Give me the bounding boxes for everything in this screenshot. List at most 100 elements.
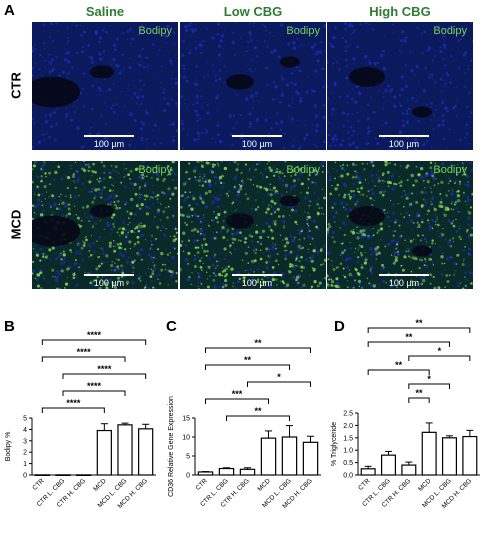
nucleus-dot: [446, 74, 449, 77]
lipid-droplet-dot: [173, 235, 176, 238]
lipid-droplet-dot: [153, 265, 155, 267]
lipid-droplet-dot: [259, 235, 263, 240]
nucleus-dot: [274, 85, 278, 89]
lipid-droplet-dot: [186, 170, 189, 173]
nucleus-dot: [458, 211, 461, 214]
lipid-droplet-dot: [285, 249, 288, 252]
lipid-droplet-dot: [269, 228, 273, 232]
nucleus-dot: [420, 32, 423, 35]
lipid-droplet-dot: [410, 270, 413, 273]
nucleus-dot: [470, 22, 473, 25]
nucleus-dot: [94, 222, 98, 225]
nucleus-dot: [37, 162, 39, 165]
lipid-droplet-dot: [272, 186, 276, 190]
nucleus-dot: [174, 55, 177, 57]
significance-label: **: [395, 360, 403, 370]
nucleus-dot: [154, 167, 156, 170]
lipid-droplet-dot: [252, 183, 255, 186]
lipid-droplet-dot: [72, 272, 76, 277]
panel-letter-c: C: [166, 318, 177, 335]
lipid-droplet-dot: [268, 225, 271, 228]
lipid-droplet-dot: [72, 172, 76, 176]
lipid-droplet-dot: [207, 179, 212, 183]
nucleus-dot: [327, 251, 331, 256]
lipid-droplet-dot: [466, 230, 468, 233]
lipid-droplet-dot: [137, 277, 141, 280]
nucleus-dot: [293, 265, 296, 269]
x-tick-label: CTR: [31, 477, 46, 492]
lipid-droplet-dot: [462, 162, 464, 164]
lipid-droplet-dot: [62, 253, 66, 257]
nucleus-dot: [466, 183, 470, 188]
nucleus-dot: [152, 203, 155, 205]
lipid-droplet-dot: [318, 207, 321, 210]
nucleus-dot: [51, 58, 54, 62]
lipid-droplet-dot: [463, 168, 465, 170]
nucleus-dot: [435, 82, 437, 84]
lipid-droplet-dot: [376, 245, 380, 249]
nucleus-dot: [131, 37, 135, 41]
lipid-droplet-dot: [247, 262, 250, 265]
lipid-droplet-dot: [253, 250, 255, 252]
lipid-droplet-dot: [61, 201, 65, 205]
nucleus-dot: [299, 172, 303, 176]
nucleus-dot: [400, 148, 403, 150]
lipid-droplet-dot: [72, 179, 75, 182]
nucleus-dot: [93, 194, 97, 198]
lipid-droplet-dot: [157, 208, 161, 212]
lipid-droplet-dot: [408, 255, 410, 258]
panel-letter-d: D: [334, 318, 345, 335]
y-tick-label: 15: [182, 416, 190, 423]
lipid-droplet-dot: [444, 286, 446, 288]
significance-label: ****: [66, 398, 81, 408]
nucleus-dot: [293, 184, 297, 188]
nucleus-dot: [52, 211, 55, 214]
nucleus-dot: [44, 66, 46, 68]
lipid-droplet-dot: [115, 258, 118, 260]
nucleus-dot: [171, 122, 175, 126]
nucleus-dot: [344, 40, 348, 44]
lipid-droplet-dot: [255, 199, 257, 201]
lipid-droplet-dot: [371, 203, 374, 206]
lipid-droplet-dot: [76, 216, 80, 220]
nucleus-dot: [270, 281, 273, 284]
nucleus-dot: [98, 40, 101, 44]
nucleus-dot: [247, 168, 249, 170]
nucleus-dot: [183, 99, 185, 101]
lipid-droplet-dot: [350, 230, 353, 233]
nucleus-dot: [163, 192, 167, 196]
lipid-droplet-dot: [348, 272, 352, 277]
lipid-droplet-dot: [190, 207, 194, 211]
nucleus-dot: [60, 262, 63, 265]
lipid-droplet-dot: [104, 281, 108, 286]
lipid-droplet-dot: [421, 234, 424, 237]
nucleus-dot: [146, 148, 148, 150]
lipid-droplet-dot: [97, 187, 101, 191]
nucleus-dot: [267, 224, 270, 227]
nucleus-dot: [47, 63, 50, 65]
lipid-droplet-dot: [430, 200, 432, 203]
nucleus-dot: [367, 126, 370, 130]
lipid-droplet-dot: [204, 243, 208, 247]
lipid-droplet-dot: [151, 272, 155, 276]
nucleus-dot: [404, 85, 408, 88]
nucleus-dot: [468, 271, 472, 275]
nucleus-dot: [346, 113, 350, 116]
nucleus-dot: [334, 26, 337, 29]
nucleus-dot: [281, 273, 284, 276]
nucleus-dot: [93, 250, 96, 254]
lipid-droplet-dot: [138, 187, 141, 190]
nucleus-dot: [346, 266, 349, 269]
nucleus-dot: [164, 35, 168, 39]
nucleus-dot: [58, 254, 62, 258]
nucleus-dot: [270, 127, 274, 130]
lipid-droplet-dot: [395, 256, 398, 260]
nucleus-dot: [352, 22, 354, 23]
lipid-droplet-dot: [273, 211, 277, 214]
nucleus-dot: [467, 224, 470, 226]
nucleus-dot: [43, 30, 45, 32]
nucleus-dot: [76, 170, 80, 174]
nucleus-dot: [108, 61, 110, 63]
nucleus-dot: [64, 175, 67, 178]
nucleus-dot: [88, 55, 92, 58]
